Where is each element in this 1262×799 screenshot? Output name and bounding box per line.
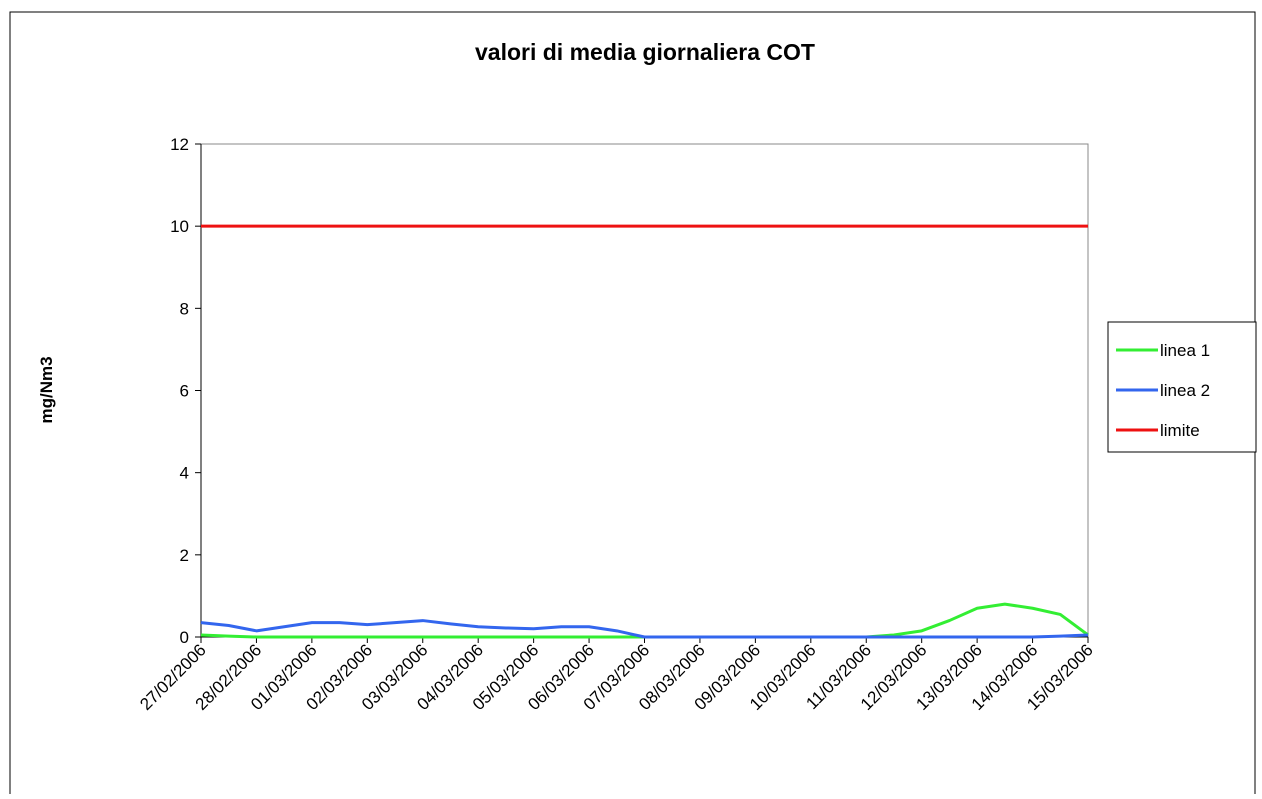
y-tick-label: 12 [170, 135, 189, 154]
y-tick-label: 0 [180, 628, 189, 647]
y-tick-label: 2 [180, 546, 189, 565]
chart-title: valori di media giornaliera COT [475, 39, 815, 65]
legend-label: linea 1 [1160, 341, 1210, 360]
y-tick-label: 4 [180, 464, 189, 483]
y-tick-label: 6 [180, 382, 189, 401]
y-tick-label: 8 [180, 299, 189, 318]
legend-label: linea 2 [1160, 381, 1210, 400]
plot-area [200, 143, 1089, 638]
legend-label: limite [1160, 421, 1200, 440]
line-series [200, 619, 1089, 639]
y-tick-label: 10 [170, 217, 189, 236]
y-axis-label: mg/Nm3 [37, 356, 56, 423]
